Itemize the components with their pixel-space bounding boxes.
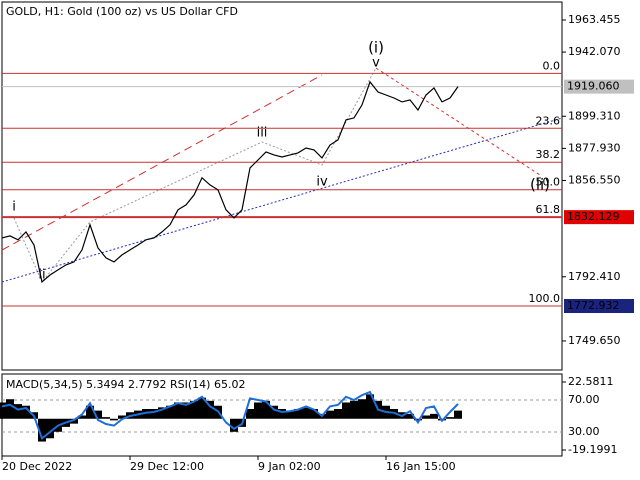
trend-line: [1, 117, 563, 283]
y-tick-label: 1899.310: [568, 109, 621, 122]
y-tick-label: -19.1991: [568, 443, 617, 456]
macd-bar: [254, 402, 262, 419]
wave-label: iii: [257, 126, 268, 141]
x-tick-label: 9 Jan 02:00: [258, 460, 321, 473]
price-label: 1832.129: [567, 210, 620, 223]
macd-bar: [246, 408, 254, 419]
macd-bar: [366, 394, 374, 419]
macd-bar: [310, 408, 318, 419]
y-tick-label: 22.5811: [568, 375, 614, 388]
macd-bar: [94, 410, 102, 419]
macd-bar: [302, 407, 310, 419]
fib-label: 0.0: [543, 59, 561, 72]
macd-bar: [230, 418, 238, 432]
macd-bar: [182, 402, 190, 419]
macd-bar: [286, 410, 294, 419]
macd-bar: [278, 408, 286, 419]
macd-bar: [118, 415, 126, 419]
macd-bar: [142, 408, 150, 419]
macd-bar: [6, 399, 14, 419]
macd-bar: [46, 418, 54, 439]
macd-bar: [270, 405, 278, 419]
fib-label: 50.0: [536, 176, 561, 189]
macd-bar: [70, 418, 78, 424]
macd-bar: [38, 418, 46, 442]
macd-bar: [206, 400, 214, 419]
wave-label: iv: [316, 175, 328, 190]
y-tick-label: 1877.930: [568, 141, 621, 154]
price-label-box: [564, 299, 634, 314]
wave-label: i: [12, 200, 16, 215]
macd-bar: [446, 417, 454, 419]
macd-bar: [78, 415, 86, 419]
y2-tick-label: 30.00: [568, 425, 600, 438]
y2-tick-label: 70.00: [568, 393, 600, 406]
macd-bar: [342, 402, 350, 419]
fib-label: 61.8: [536, 203, 561, 216]
y-tick-label: 1749.650: [568, 334, 621, 347]
y-tick-label: 1942.070: [568, 45, 621, 58]
x-tick-label: 29 Dec 12:00: [130, 460, 204, 473]
y-tick-label: 1792.410: [568, 270, 621, 283]
macd-bar: [86, 405, 94, 419]
macd-bar: [150, 408, 158, 419]
price-label-box: [564, 79, 634, 94]
fib-label: 100.0: [529, 292, 561, 305]
wave-line: [13, 67, 377, 283]
macd-bar: [358, 399, 366, 419]
macd-bar: [14, 404, 22, 419]
x-tick-label: 16 Jan 15:00: [386, 460, 456, 473]
wave-label: (ii): [530, 176, 550, 194]
macd-bar: [102, 417, 110, 419]
y-tick-label: 1963.455: [568, 13, 621, 26]
wave-label: (i): [368, 39, 384, 57]
fib-label: 38.2: [536, 148, 561, 161]
macd-bar: [22, 405, 30, 419]
macd-bar: [0, 402, 6, 419]
macd-bar: [414, 418, 422, 421]
macd-bar: [198, 397, 206, 419]
rsi-line: [1, 390, 459, 441]
macd-bar: [430, 413, 438, 419]
macd-bar: [406, 413, 414, 419]
wave-label: ii: [38, 268, 45, 283]
price-line-series: [1, 80, 459, 284]
macd-bar: [294, 408, 302, 419]
price-label: 1919.060: [567, 80, 620, 93]
macd-bar: [326, 410, 334, 419]
macd-bar: [158, 407, 166, 419]
macd-bar: [422, 415, 430, 419]
y-tick-label: 1856.550: [568, 173, 621, 186]
macd-bar: [174, 402, 182, 419]
macd-bar: [334, 408, 342, 419]
wave-line: [375, 67, 541, 176]
indicator-label: MACD(5,34,5) 5.3494 2.7792 RSI(14) 65.02: [6, 378, 245, 391]
fib-label: 23.6: [536, 114, 561, 127]
macd-bar: [454, 410, 462, 419]
macd-bar: [166, 405, 174, 419]
wave-label: v: [372, 56, 380, 71]
main-panel: [1, 1, 563, 371]
macd-bar: [190, 400, 198, 419]
macd-bar: [350, 400, 358, 419]
macd-bar: [110, 418, 118, 421]
macd-bar: [262, 400, 270, 419]
chart-title: GOLD, H1: Gold (100 oz) vs US Dollar CFD: [6, 5, 238, 18]
x-tick-label: 20 Dec 2022: [2, 460, 72, 473]
price-label: 1772.932: [567, 299, 620, 312]
price-label-box: [564, 210, 634, 225]
